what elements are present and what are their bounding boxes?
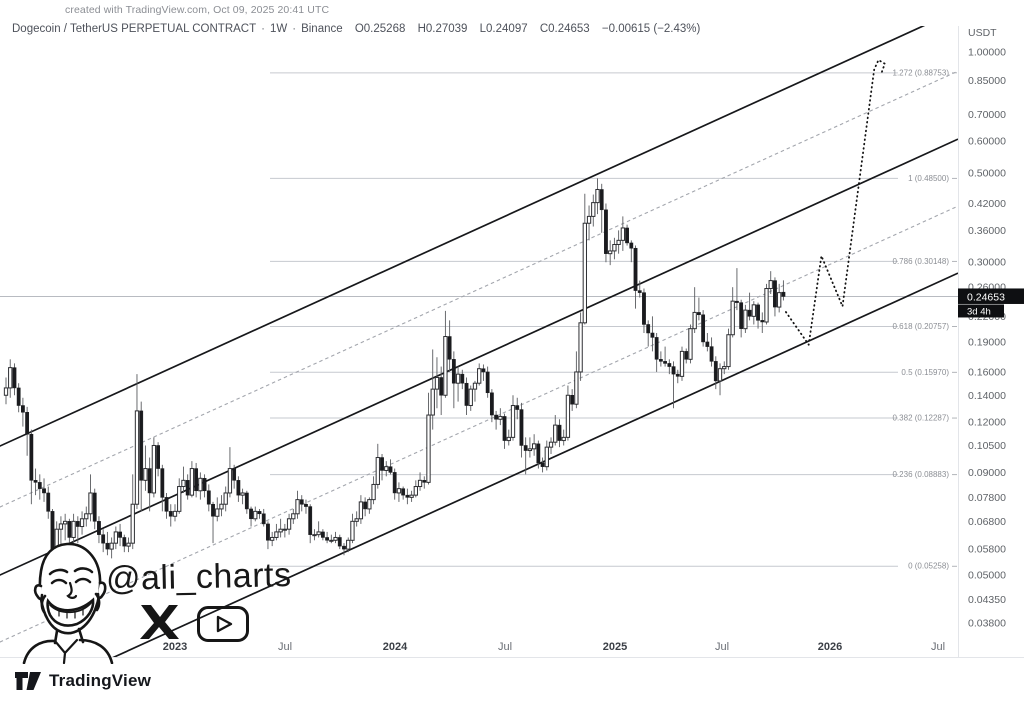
- svg-text:0.04350: 0.04350: [968, 594, 1006, 606]
- axis-currency-label: USDT: [968, 27, 997, 39]
- current-price-badge: [958, 288, 1024, 304]
- svg-text:Jul: Jul: [931, 641, 945, 653]
- created-with-line: created with TradingView.com, Oct 09, 20…: [65, 4, 330, 16]
- svg-text:0.06800: 0.06800: [968, 516, 1006, 528]
- tradingview-logo-text: TradingView: [49, 671, 152, 690]
- svg-text:0.12000: 0.12000: [968, 417, 1006, 429]
- svg-text:0.786 (0.30148): 0.786 (0.30148): [893, 257, 950, 266]
- tradingview-logo-icon: [15, 672, 41, 690]
- svg-text:0.09000: 0.09000: [968, 467, 1006, 479]
- price-axis[interactable]: USDT 1.00000 0.85000 0.70000 0.60000 0.50000 0…: [958, 27, 1024, 629]
- interval-label: 1W: [269, 23, 288, 35]
- tradingview-brand: TradingView: [14, 670, 151, 692]
- time-axis[interactable]: 2023 Jul 2024 Jul 2025 Jul 2026 Jul: [163, 641, 945, 653]
- svg-text:0.236 (0.08883): 0.236 (0.08883): [893, 470, 950, 479]
- svg-text:1.00000: 1.00000: [968, 47, 1006, 59]
- open-value: O0.25268: [354, 23, 406, 35]
- svg-text:0.07800: 0.07800: [968, 492, 1006, 504]
- candles-layer: [3, 178, 786, 579]
- svg-text:Jul: Jul: [278, 641, 292, 653]
- svg-text:0.10500: 0.10500: [968, 440, 1006, 452]
- svg-text:0.05800: 0.05800: [968, 544, 1006, 556]
- bar-countdown-badge: [958, 304, 1004, 318]
- svg-text:0 (0.05258): 0 (0.05258): [908, 562, 949, 571]
- svg-text:0.14000: 0.14000: [968, 390, 1006, 402]
- svg-text:0.42000: 0.42000: [968, 198, 1006, 210]
- svg-text:0.382 (0.12287): 0.382 (0.12287): [893, 414, 950, 423]
- svg-text:3d 4h: 3d 4h: [967, 306, 991, 317]
- low-value: L0.24097: [479, 23, 528, 35]
- svg-text:0.19000: 0.19000: [968, 336, 1006, 348]
- symbol-info-line: Dogecoin / TetherUS PERPETUAL CONTRACT · 1…: [12, 23, 700, 35]
- channel-layer: [0, 26, 958, 657]
- exchange-label: Binance: [301, 23, 343, 35]
- svg-text:1 (0.48500): 1 (0.48500): [908, 174, 949, 183]
- svg-text:1.272 (0.88753): 1.272 (0.88753): [893, 68, 950, 77]
- change-value: −0.00615 (−2.43%): [601, 23, 701, 35]
- projection-arrow: [785, 59, 886, 346]
- svg-text:2025: 2025: [603, 641, 627, 653]
- svg-text:0.36000: 0.36000: [968, 225, 1006, 237]
- svg-text:0.05000: 0.05000: [968, 570, 1006, 582]
- symbol-title: Dogecoin / TetherUS PERPETUAL CONTRACT: [12, 23, 257, 35]
- svg-text:0.16000: 0.16000: [968, 366, 1006, 378]
- svg-text:0.24653: 0.24653: [967, 291, 1005, 303]
- svg-text:0.618 (0.20757): 0.618 (0.20757): [893, 322, 950, 331]
- separator-dot: ·: [292, 23, 297, 35]
- svg-text:0.70000: 0.70000: [968, 109, 1006, 121]
- close-value: C0.24653: [539, 23, 590, 35]
- svg-text:0.85000: 0.85000: [968, 75, 1006, 87]
- svg-text:0.03800: 0.03800: [968, 617, 1006, 629]
- svg-text:0.5 (0.15970): 0.5 (0.15970): [901, 368, 949, 377]
- high-value: H0.27039: [417, 23, 468, 35]
- fib-retracement-layer: 1.272 (0.88753) 1 (0.48500) 0.786 (0.30148…: [270, 68, 957, 571]
- svg-text:0.50000: 0.50000: [968, 168, 1006, 180]
- svg-text:Jul: Jul: [498, 641, 512, 653]
- separator-dot: ·: [261, 23, 265, 35]
- svg-text:2024: 2024: [383, 641, 408, 653]
- svg-text:0.30000: 0.30000: [968, 257, 1006, 269]
- svg-text:2023: 2023: [163, 641, 187, 653]
- svg-text:Jul: Jul: [715, 641, 729, 653]
- svg-text:0.60000: 0.60000: [968, 136, 1006, 148]
- svg-text:2026: 2026: [818, 641, 842, 653]
